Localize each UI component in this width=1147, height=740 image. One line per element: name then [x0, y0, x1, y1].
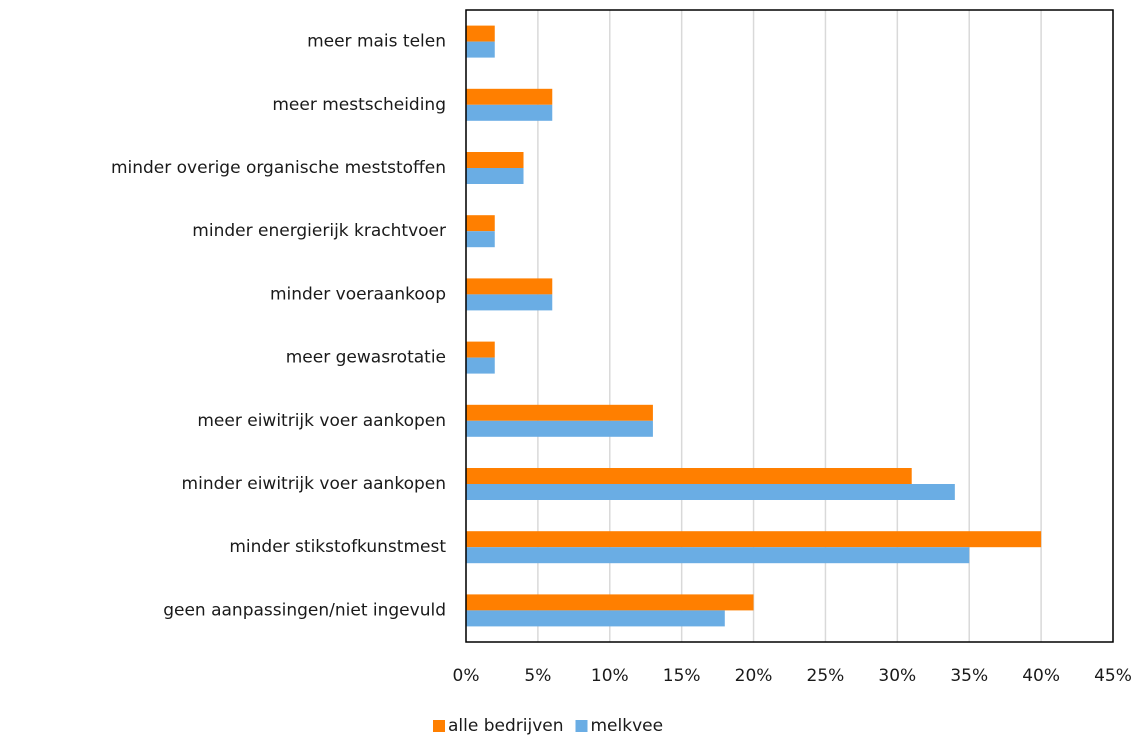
- y-tick-label: minder stikstofkunstmest: [229, 537, 446, 557]
- y-tick-label: minder voeraankoop: [270, 284, 446, 304]
- bar: [466, 88, 553, 105]
- y-tick-label: meer eiwitrijk voer aankopen: [197, 411, 446, 431]
- bar: [466, 278, 553, 295]
- legend-label: melkvee: [591, 716, 664, 736]
- x-tick-label: 25%: [807, 666, 845, 686]
- bar: [466, 404, 653, 421]
- x-tick-label: 15%: [663, 666, 701, 686]
- bar: [466, 41, 495, 58]
- bar: [466, 231, 495, 248]
- bar: [466, 152, 524, 168]
- y-tick-label: geen aanpassingen/niet ingevuld: [163, 600, 446, 620]
- bar: [466, 357, 495, 374]
- y-tick-label: minder overige organische meststoffen: [111, 158, 446, 178]
- x-tick-label: 35%: [950, 666, 988, 686]
- x-tick-label: 20%: [735, 666, 773, 686]
- x-tick-label: 45%: [1094, 666, 1132, 686]
- bar: [466, 294, 553, 311]
- bar: [466, 468, 912, 484]
- legend-swatch: [575, 720, 588, 732]
- bar: [466, 420, 653, 437]
- bar: [466, 168, 524, 184]
- plot-border: [465, 9, 1114, 643]
- bar: [466, 594, 754, 611]
- bar: [466, 215, 495, 232]
- bar: [466, 104, 553, 121]
- bar: [466, 341, 495, 358]
- bar: [466, 25, 495, 42]
- legend-label: alle bedrijven: [448, 716, 564, 736]
- y-tick-label: minder energierijk krachtvoer: [192, 221, 446, 241]
- bar: [466, 484, 955, 500]
- bar: [466, 610, 725, 627]
- x-tick-label: 10%: [591, 666, 629, 686]
- y-tick-label: meer mestscheiding: [272, 95, 446, 115]
- y-tick-label: meer gewasrotatie: [286, 348, 446, 368]
- x-tick-label: 40%: [1022, 666, 1060, 686]
- x-tick-label: 0%: [453, 666, 480, 686]
- x-tick-label: 30%: [878, 666, 916, 686]
- bar: [466, 547, 970, 564]
- y-tick-label: meer mais telen: [307, 32, 446, 52]
- bar: [466, 531, 1042, 548]
- legend-swatch: [433, 720, 445, 732]
- x-tick-label: 5%: [524, 666, 551, 686]
- y-tick-label: minder eiwitrijk voer aankopen: [182, 474, 446, 494]
